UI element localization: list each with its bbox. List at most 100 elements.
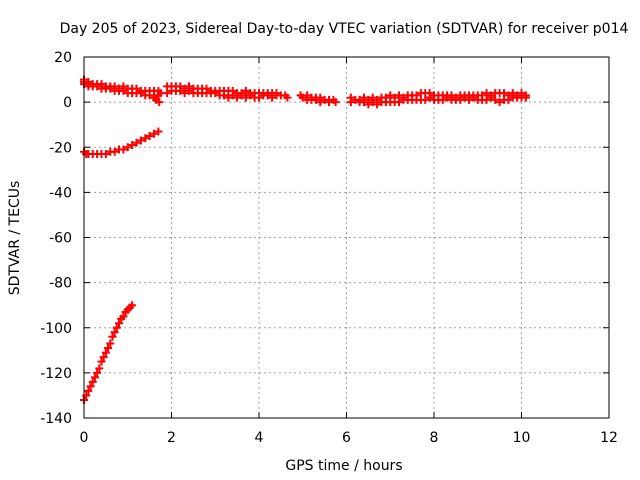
steep-band-point-9 bbox=[99, 353, 108, 362]
secondary-band-point-8 bbox=[110, 147, 119, 156]
secondary-band-point-13 bbox=[132, 138, 141, 147]
x-tick-label-2: 4 bbox=[255, 430, 264, 446]
main-band-point-9 bbox=[93, 82, 102, 91]
main-band-point-117 bbox=[360, 98, 368, 107]
secondary-band-point-12 bbox=[128, 140, 137, 149]
main-band-point-180 bbox=[500, 89, 508, 98]
x-tick-label-5: 10 bbox=[513, 430, 531, 446]
grid bbox=[84, 57, 609, 418]
steep-band-point-6 bbox=[93, 368, 102, 377]
x-tick-label-0: 0 bbox=[80, 430, 89, 446]
steep-band-point-8 bbox=[97, 357, 106, 366]
y-tick-label-2: -100 bbox=[40, 321, 72, 337]
steep-band-point-16 bbox=[115, 319, 123, 328]
y-tick-label-5: -40 bbox=[49, 185, 72, 201]
main-band-point-175 bbox=[486, 93, 495, 102]
secondary-band-point-14 bbox=[136, 136, 145, 145]
main-band-point-88 bbox=[263, 91, 272, 100]
y-axis-label: SDTVAR / TECUs bbox=[7, 181, 23, 296]
main-band-point-191 bbox=[521, 93, 530, 102]
steep-band-point-22 bbox=[128, 301, 137, 310]
steep-band-point-12 bbox=[106, 339, 115, 348]
y-tick-label-4: -60 bbox=[49, 231, 72, 247]
main-band-point-97 bbox=[298, 93, 307, 102]
main-band-point-21 bbox=[119, 86, 128, 95]
main-band-point-121 bbox=[368, 98, 377, 107]
main-band-point-153 bbox=[438, 95, 447, 104]
secondary-band-point-17 bbox=[150, 129, 158, 138]
main-band-point-42 bbox=[163, 89, 172, 98]
x-tick-label-3: 6 bbox=[342, 430, 351, 446]
main-band-point-77 bbox=[241, 86, 250, 95]
main-band-point-103 bbox=[311, 95, 320, 104]
steep-band-point-13 bbox=[108, 332, 117, 341]
main-band-point-132 bbox=[395, 91, 403, 100]
main-band-point-68 bbox=[220, 91, 228, 100]
x-tick-label-1: 2 bbox=[167, 430, 176, 446]
main-band-point-48 bbox=[176, 86, 185, 95]
main-band-point-165 bbox=[465, 95, 473, 104]
main-band-point-177 bbox=[491, 95, 500, 104]
main-band-point-74 bbox=[233, 93, 242, 102]
main-band-point-80 bbox=[246, 91, 255, 100]
y-tick-label-0: -140 bbox=[40, 411, 72, 427]
main-band-point-84 bbox=[255, 93, 263, 102]
steep-band-point-15 bbox=[112, 323, 121, 332]
secondary-band-point-11 bbox=[123, 143, 132, 152]
main-band-point-90 bbox=[268, 93, 277, 102]
y-tick-label-1: -120 bbox=[40, 366, 72, 382]
secondary-band-point-10 bbox=[119, 145, 128, 154]
steep-band-point-7 bbox=[95, 364, 104, 373]
ticks: 0 2 4 6 8 10 12 -140 -120 -100 -80 -60 -40 -20 0 20 bbox=[40, 50, 618, 446]
main-band-point-155 bbox=[443, 93, 452, 102]
x-tick-label-6: 12 bbox=[600, 430, 618, 446]
main-band-point-50 bbox=[180, 89, 189, 98]
main-band-point-147 bbox=[425, 93, 434, 102]
main-band-point-112 bbox=[346, 98, 355, 107]
main-band-point-78 bbox=[241, 93, 250, 102]
main-band-point-128 bbox=[386, 91, 395, 100]
x-axis-label: GPS time / hours bbox=[285, 458, 402, 474]
steep-band-point-10 bbox=[101, 348, 110, 357]
main-band-point-172 bbox=[482, 89, 491, 98]
steep-band-point-5 bbox=[90, 373, 99, 382]
steep-band-point-18 bbox=[119, 312, 128, 321]
main-band-point-179 bbox=[495, 98, 504, 107]
steep-band-point-14 bbox=[110, 328, 119, 337]
steep-band-point-3 bbox=[86, 382, 95, 391]
y-tick-label-8: 20 bbox=[54, 50, 72, 66]
main-band-point-39 bbox=[155, 98, 164, 107]
main-band-point-167 bbox=[469, 93, 478, 102]
main-band-point-173 bbox=[482, 95, 491, 104]
y-tick-label-7: 0 bbox=[63, 95, 72, 111]
chart-title: Day 205 of 2023, Sidereal Day-to-day VTE… bbox=[60, 21, 629, 37]
x-tick-label-4: 8 bbox=[430, 430, 439, 446]
main-band-point-119 bbox=[364, 100, 373, 109]
main-band-point-52 bbox=[185, 86, 193, 95]
y-tick-label-6: -20 bbox=[49, 140, 72, 156]
main-band-point-123 bbox=[373, 100, 382, 109]
main-band-point-72 bbox=[228, 91, 237, 100]
main-band-point-95 bbox=[283, 93, 292, 102]
main-band-point-161 bbox=[456, 95, 465, 104]
data-points bbox=[80, 75, 530, 404]
steep-band-point-2 bbox=[84, 386, 93, 395]
y-tick-label-3: -80 bbox=[49, 276, 72, 292]
main-band-point-183 bbox=[504, 95, 513, 104]
main-band-point-105 bbox=[316, 98, 325, 107]
main-band-point-29 bbox=[136, 89, 145, 98]
steep-band-point-11 bbox=[104, 344, 113, 353]
main-band-point-76 bbox=[237, 91, 246, 100]
secondary-band-point-18 bbox=[154, 127, 163, 136]
main-band-point-64 bbox=[211, 89, 220, 98]
main-band-point-145 bbox=[421, 95, 430, 104]
main-band-point-15 bbox=[106, 84, 115, 93]
main-band-point-33 bbox=[145, 91, 154, 100]
main-band-point-70 bbox=[224, 93, 233, 102]
secondary-band-point-15 bbox=[141, 134, 150, 143]
secondary-band-point-6 bbox=[101, 150, 110, 159]
main-band-point-133 bbox=[395, 98, 403, 107]
steep-band-point-4 bbox=[88, 377, 97, 386]
main-band-point-110 bbox=[331, 98, 340, 107]
